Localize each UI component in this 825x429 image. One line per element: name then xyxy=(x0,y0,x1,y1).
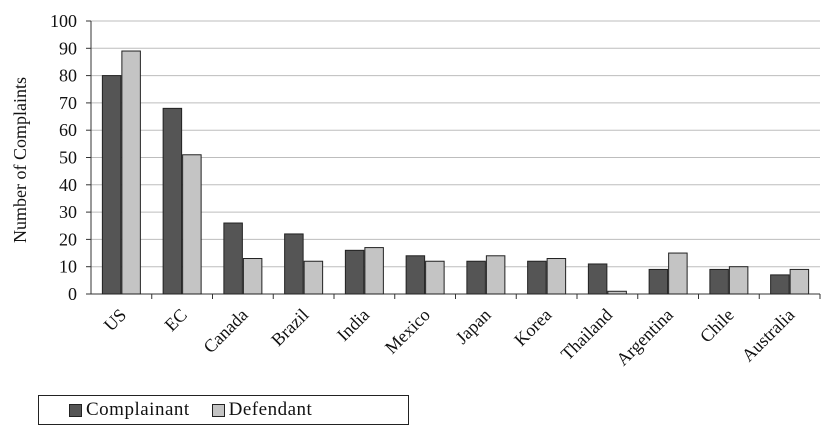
bars xyxy=(101,50,810,295)
y-tick-label: 90 xyxy=(59,38,77,58)
bar-complainant-korea xyxy=(527,260,547,295)
y-tick-label: 100 xyxy=(50,11,77,31)
bar-complainant-brazil xyxy=(284,233,304,295)
bar-defendant-thailand xyxy=(607,290,627,295)
bar-complainant-australia xyxy=(770,274,790,295)
legend: Complainant Defendant xyxy=(38,395,409,425)
x-tick-label: India xyxy=(333,305,373,345)
bar-defendant-chile xyxy=(728,266,749,295)
bar-defendant-india xyxy=(364,247,384,295)
legend-label-defendant: Defendant xyxy=(228,399,313,420)
bar-complainant-thailand xyxy=(587,263,608,295)
bar-complainant-mexico xyxy=(405,255,426,295)
bar-complainant-india xyxy=(344,249,365,295)
bar-complainant-chile xyxy=(709,268,729,295)
x-tick-label: EC xyxy=(161,305,191,335)
bar-defendant-ec xyxy=(182,154,202,295)
y-tick-label: 80 xyxy=(59,66,77,86)
bar-complainant-argentina xyxy=(648,268,669,295)
bar-complainant-us xyxy=(101,75,122,295)
bar-defendant-us xyxy=(121,50,141,295)
y-tick-label: 0 xyxy=(68,284,77,304)
bar-complainant-japan xyxy=(466,260,486,295)
x-tick-label: Chile xyxy=(696,305,738,347)
axes xyxy=(86,20,821,299)
y-tick-label: 60 xyxy=(59,120,77,140)
legend-label-complainant: Complainant xyxy=(86,399,190,420)
bar-defendant-korea xyxy=(546,258,567,295)
y-tick-label: 30 xyxy=(59,202,77,222)
x-tick-label: Korea xyxy=(510,305,555,350)
legend-swatch-defendant xyxy=(211,403,225,417)
bar-defendant-australia xyxy=(789,268,810,295)
x-tick-label: US xyxy=(100,305,130,335)
legend-item-complainant: Complainant xyxy=(69,399,190,421)
x-tick-label: Brazil xyxy=(267,305,312,350)
y-tick-label: 10 xyxy=(59,257,77,277)
legend-swatch-complainant xyxy=(69,403,82,417)
x-tick-label: Thailand xyxy=(557,305,616,364)
x-tick-label: Argentina xyxy=(612,305,677,370)
legend-item-defendant: Defendant xyxy=(211,399,313,421)
y-tick-label: 70 xyxy=(59,93,77,113)
bar-defendant-japan xyxy=(485,255,506,295)
x-tick-label: Mexico xyxy=(381,305,434,358)
y-axis-label: Number of Complaints xyxy=(10,77,30,243)
bar-defendant-mexico xyxy=(425,260,445,295)
y-tick-label: 50 xyxy=(59,148,77,168)
bar-defendant-canada xyxy=(242,258,263,295)
x-tick-label: Canada xyxy=(199,305,251,357)
bar-defendant-brazil xyxy=(303,260,324,295)
bar-defendant-argentina xyxy=(668,252,688,295)
x-tick-label: Japan xyxy=(452,305,495,348)
gridlines xyxy=(91,20,820,268)
tick-labels: 0 10 20 30 40 50 60 70 80 90 100 US EC Canada Brazil In… xyxy=(50,11,798,369)
bar-complainant-ec xyxy=(162,107,183,295)
x-tick-label: Australia xyxy=(738,305,799,366)
y-tick-label: 20 xyxy=(59,229,77,249)
y-tick-label: 40 xyxy=(59,175,77,195)
bar-complainant-canada xyxy=(223,222,243,295)
